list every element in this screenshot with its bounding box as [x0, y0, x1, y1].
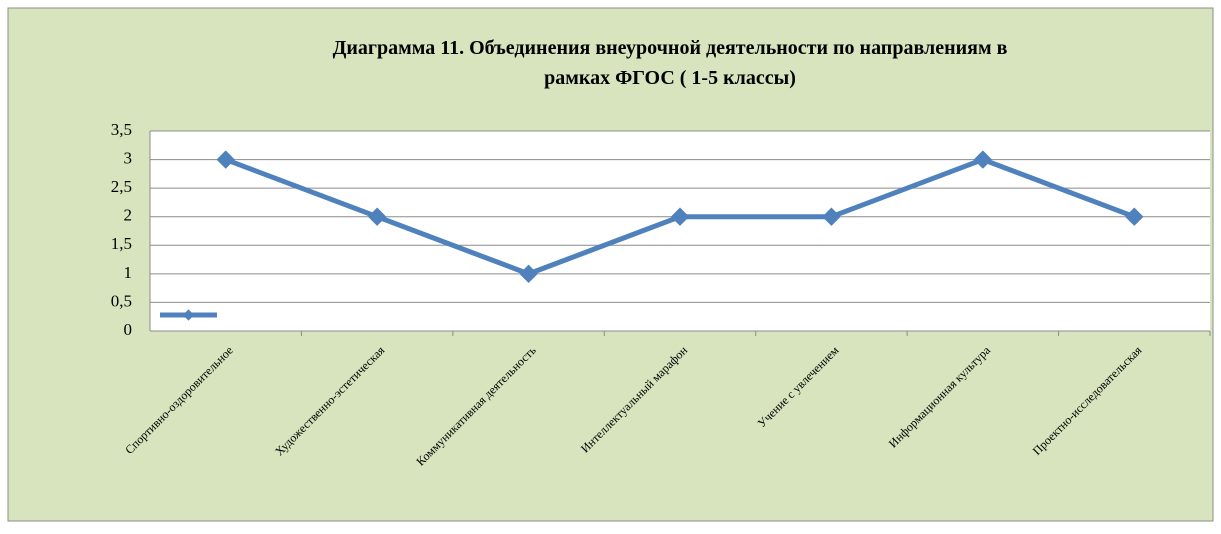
point-marker [216, 150, 235, 169]
legend-marker [182, 309, 195, 321]
y-tick-label: 2 [124, 206, 133, 225]
point-marker [519, 264, 538, 284]
point-marker [822, 207, 841, 226]
chart-title: Диаграмма 11. Объединения внеурочной дея… [333, 37, 1008, 59]
y-tick-label: 3 [124, 148, 133, 167]
y-tick-label: 0 [124, 320, 133, 339]
point-marker [670, 207, 690, 226]
point-marker [1125, 207, 1144, 226]
y-tick-label: 2,5 [111, 177, 132, 196]
y-tick-label: 3,5 [111, 120, 132, 139]
y-tick-label: 0,5 [111, 291, 132, 310]
y-tick-label: 1,5 [111, 234, 132, 253]
point-marker [367, 207, 387, 226]
chart-title: рамках ФГОС ( 1-5 классы) [544, 67, 796, 89]
plot-area [150, 131, 1210, 331]
point-marker [973, 150, 993, 169]
y-tick-label: 1 [124, 263, 133, 282]
